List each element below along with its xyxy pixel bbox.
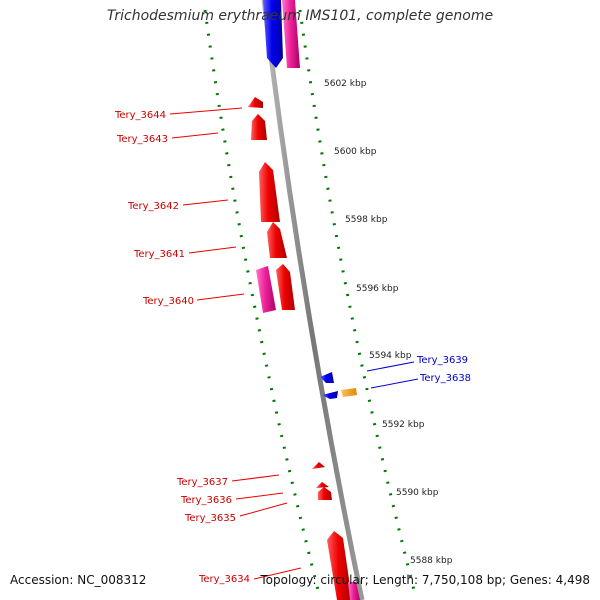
gene-labels: Tery_3644 Tery_3643 Tery_3642 Tery_3641 …	[114, 110, 471, 585]
scale-label-5596: 5596 kbp	[356, 284, 399, 294]
scale-label-5588: 5588 kbp	[410, 556, 453, 566]
leader-tery-3642	[182, 199, 229, 206]
gene-label-tery-3644[interactable]: Tery_3644	[114, 110, 166, 121]
scale-label-5594: 5594 kbp	[369, 351, 412, 361]
scale-label-5590: 5590 kbp	[396, 488, 439, 498]
gene-tery-3637-arrow	[312, 462, 325, 469]
gene-tery-3638-arrow	[322, 391, 338, 399]
scale-label-5592: 5592 kbp	[382, 420, 425, 430]
forward-feature-top	[263, 0, 283, 68]
gene-tery-3644-arrow	[248, 97, 263, 108]
pink-feature-top	[282, 0, 300, 68]
gene-label-tery-3638[interactable]: Tery_3638	[419, 373, 471, 384]
gene-tery-3636-arrow	[316, 482, 329, 488]
outer-tick-track	[298, 9, 418, 599]
leader-tery-3644	[169, 107, 243, 115]
leader-tery-3635	[239, 502, 288, 517]
gene-tery-3641-arrow	[267, 222, 287, 258]
leader-tery-3637	[231, 474, 280, 482]
scale-label-5598: 5598 kbp	[345, 215, 388, 225]
gene-label-tery-3635[interactable]: Tery_3635	[184, 513, 236, 524]
gene-label-tery-3639[interactable]: Tery_3639	[416, 355, 468, 366]
gene-label-tery-3637[interactable]: Tery_3637	[176, 477, 228, 488]
scale-labels: 5602 kbp 5600 kbp 5598 kbp 5596 kbp 5594…	[324, 79, 453, 566]
gene-label-tery-3641[interactable]: Tery_3641	[133, 249, 185, 260]
gene-tery-3642-arrow	[259, 162, 280, 222]
gene-tery-3639-arrow	[320, 372, 334, 383]
leader-tery-3639	[366, 361, 415, 372]
topology-summary: Topology: circular; Length: 7,750,108 bp…	[260, 573, 590, 587]
leader-tery-3634	[253, 567, 302, 580]
gene-label-tery-3643[interactable]: Tery_3643	[116, 134, 168, 145]
leader-tery-3643	[171, 132, 219, 139]
gene-label-tery-3640[interactable]: Tery_3640	[142, 296, 194, 307]
scale-label-5600: 5600 kbp	[334, 147, 377, 157]
genome-backbone	[261, 0, 365, 600]
gene-label-tery-3636[interactable]: Tery_3636	[180, 495, 232, 506]
leader-tery-3640	[196, 293, 245, 301]
gene-label-tery-3634[interactable]: Tery_3634	[198, 574, 250, 585]
orange-feature	[341, 388, 357, 397]
scale-label-5602: 5602 kbp	[324, 79, 367, 89]
pink-feature-bottom	[348, 582, 360, 600]
gene-tery-3643-arrow	[251, 114, 267, 140]
gene-tery-3635-arrow	[318, 487, 332, 500]
gene-label-tery-3642[interactable]: Tery_3642	[127, 201, 179, 212]
leader-tery-3638	[370, 378, 419, 389]
leader-tery-3641	[188, 246, 237, 254]
gene-tery-3634-arrow	[327, 531, 352, 600]
leader-tery-3636	[235, 492, 284, 500]
pink-feature-3640	[256, 266, 276, 313]
accession-label: Accession: NC_008312	[10, 573, 147, 587]
genome-title: Trichodesmium erythraeum IMS101, complet…	[106, 8, 494, 24]
gene-tery-3640-arrow	[276, 264, 295, 310]
leader-lines	[169, 107, 419, 580]
